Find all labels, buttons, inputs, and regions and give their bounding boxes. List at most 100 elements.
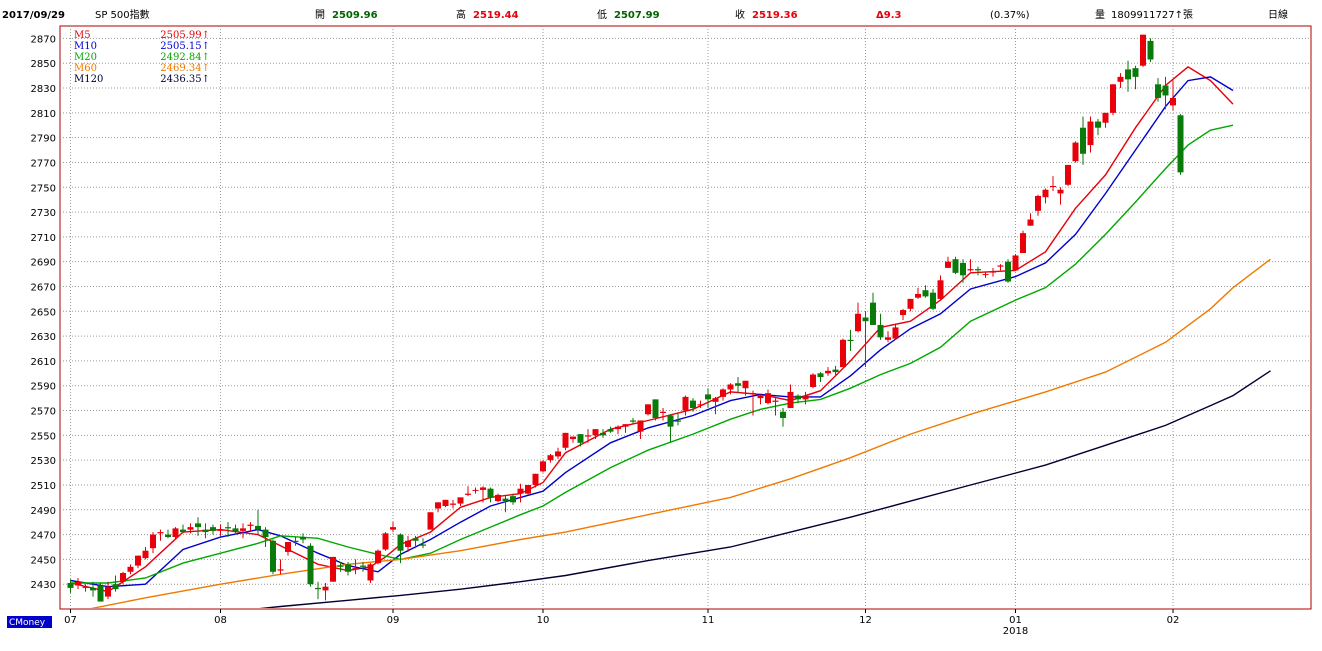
- candle: [90, 581, 96, 597]
- y-tick-label: 2530: [31, 456, 56, 467]
- candle: [585, 429, 591, 443]
- candle: [690, 398, 696, 412]
- candle: [487, 487, 494, 503]
- candle: [525, 484, 531, 495]
- header-volume-label: 量: [1095, 9, 1105, 21]
- candle-body: [750, 393, 756, 395]
- watermark-box: [7, 616, 52, 628]
- candle-body: [622, 424, 629, 427]
- candle-body: [262, 529, 269, 538]
- candle-body: [210, 527, 216, 531]
- candle-body: [847, 339, 854, 342]
- candle-body: [1147, 40, 1154, 60]
- candle-body: [772, 400, 779, 402]
- legend-value-m20: 2492.84↑: [160, 52, 210, 63]
- candle: [825, 367, 831, 376]
- y-tick-label: 2570: [31, 407, 56, 418]
- x-tick-label: 08: [214, 615, 227, 626]
- y-tick-label: 2830: [31, 84, 56, 95]
- candle-body: [142, 550, 149, 559]
- candle-body: [427, 512, 434, 530]
- candle: [255, 509, 261, 535]
- candle-body: [547, 455, 554, 461]
- candle-body: [1162, 85, 1169, 96]
- candle-body: [952, 259, 959, 273]
- candle-body: [1042, 189, 1049, 198]
- candle-body: [322, 586, 329, 591]
- candle-body: [435, 502, 441, 509]
- y-tick-label: 2430: [31, 580, 56, 591]
- candle-body: [907, 298, 914, 309]
- candle: [405, 535, 411, 552]
- x-tick-label: 01: [1009, 615, 1022, 626]
- candle: [465, 486, 471, 497]
- candle: [555, 447, 561, 459]
- candle: [105, 581, 111, 600]
- candle: [397, 533, 404, 564]
- legend-name-m120: M120: [74, 74, 103, 85]
- candle-body: [375, 550, 381, 564]
- y-tick-label: 2750: [31, 183, 56, 194]
- candle: [592, 429, 599, 440]
- candle: [187, 523, 194, 534]
- candle-body: [345, 564, 351, 572]
- candle: [352, 559, 359, 575]
- x-tick-label: 12: [859, 615, 872, 626]
- candle: [420, 538, 426, 549]
- candle: [135, 555, 141, 569]
- candle: [315, 581, 321, 600]
- candle-body: [630, 420, 636, 422]
- candle-body: [105, 586, 111, 597]
- candle-body: [247, 524, 254, 526]
- candle-body: [382, 533, 389, 550]
- candle-body: [1095, 121, 1101, 128]
- candle-body: [127, 566, 134, 572]
- candle-body: [922, 290, 929, 297]
- y-tick-label: 2490: [31, 506, 56, 517]
- ma-line-m60: [90, 258, 1271, 608]
- candle-body: [975, 269, 981, 271]
- candle: [270, 539, 276, 575]
- candle-body: [510, 496, 516, 503]
- candle: [952, 256, 959, 275]
- candle: [990, 267, 996, 277]
- candle-body: [982, 274, 989, 276]
- candle: [652, 399, 659, 421]
- candle-body: [472, 489, 479, 491]
- candle-body: [390, 527, 396, 530]
- candle: [930, 288, 936, 311]
- candle: [847, 329, 854, 351]
- candle-body: [195, 523, 201, 528]
- candle: [82, 584, 89, 592]
- candle: [840, 338, 846, 368]
- candle-body: [307, 545, 314, 585]
- y-tick-label: 2690: [31, 258, 56, 269]
- candle: [675, 413, 681, 426]
- candle-body: [1177, 115, 1184, 173]
- candle: [787, 384, 794, 409]
- ma-legend: M5 2505.99↑ M10 2505.15↑ M20 2492.84↑ M60 2469.…: [74, 30, 210, 85]
- legend-name-m60: M60: [74, 63, 97, 74]
- candle-body: [862, 317, 869, 322]
- candle-body: [1087, 121, 1094, 146]
- header-low-value: 2507.99: [614, 10, 660, 21]
- candle: [742, 380, 749, 396]
- candle-body: [1072, 142, 1079, 162]
- candle: [720, 388, 726, 401]
- candle: [202, 523, 209, 539]
- x-tick-label: 09: [387, 615, 400, 626]
- candle: [765, 389, 771, 405]
- candle-body: [915, 293, 921, 298]
- candle-body: [825, 370, 831, 374]
- candle-body: [300, 537, 306, 540]
- y-tick-label: 2450: [31, 555, 56, 566]
- candle: [960, 259, 966, 283]
- candle-body: [607, 429, 614, 432]
- candle: [1095, 119, 1101, 136]
- candle-body: [795, 395, 801, 400]
- candle: [810, 373, 816, 389]
- candle-body: [487, 488, 494, 498]
- legend-value-m5: 2505.99↑: [160, 30, 210, 41]
- candle: [450, 499, 456, 509]
